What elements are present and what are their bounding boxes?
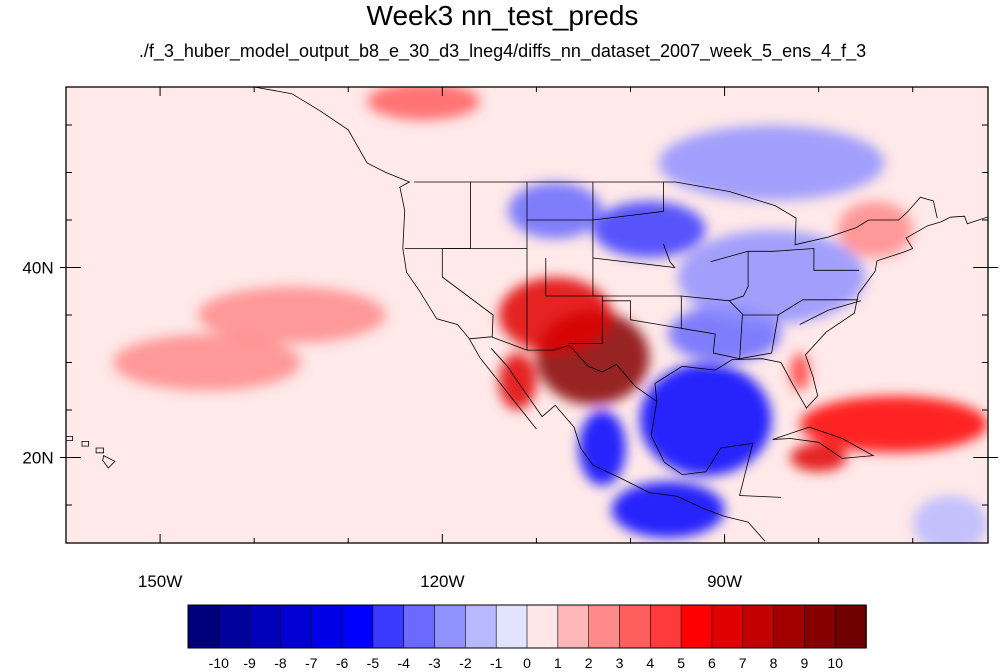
colorbar-label: 0 bbox=[523, 655, 531, 671]
colorbar-label: -7 bbox=[305, 655, 318, 671]
colorbar-swatch bbox=[280, 604, 313, 649]
colorbar-swatch bbox=[249, 604, 282, 649]
island-outline-0 bbox=[66, 436, 73, 441]
field-anomaly-17 bbox=[790, 353, 810, 391]
field-anomaly-12 bbox=[790, 443, 847, 472]
border-layer bbox=[66, 87, 988, 542]
colorbar-label: 7 bbox=[739, 655, 747, 671]
colorbar-label: -2 bbox=[459, 655, 472, 671]
colorbar-swatch bbox=[310, 604, 343, 649]
tick-layer bbox=[60, 87, 998, 543]
coastline-border-19 bbox=[799, 300, 862, 325]
coastline-border-16 bbox=[710, 248, 860, 271]
colorbar-label: -6 bbox=[336, 655, 349, 671]
field-anomaly-7 bbox=[592, 201, 706, 258]
coastline-border-6 bbox=[469, 336, 658, 402]
coastline-border-7 bbox=[254, 87, 411, 189]
colorbar-label: 4 bbox=[646, 655, 654, 671]
colorbar-swatch bbox=[526, 604, 559, 649]
colorbar-swatch bbox=[588, 604, 621, 649]
coastline-border-17 bbox=[681, 314, 779, 360]
coastline-border-3 bbox=[654, 221, 942, 409]
coastline-border-18 bbox=[739, 314, 743, 360]
coastline-border-15 bbox=[681, 295, 859, 316]
colorbar-label: 2 bbox=[585, 655, 593, 671]
field-anomaly-16 bbox=[113, 334, 302, 391]
lon-tick-label: 90W bbox=[707, 572, 742, 591]
colorbar-swatch bbox=[619, 604, 652, 649]
coastline-border-4 bbox=[940, 215, 988, 225]
colorbar-swatch bbox=[773, 604, 806, 649]
colorbar-swatch bbox=[804, 604, 836, 649]
field-anomaly-13 bbox=[837, 201, 913, 258]
coastline-border-13 bbox=[592, 243, 676, 269]
field-anomaly-4 bbox=[611, 481, 725, 538]
colorbar-label: 10 bbox=[827, 655, 843, 671]
colorbar-swatch bbox=[372, 604, 405, 649]
field-anomaly-14 bbox=[367, 87, 480, 121]
coastline-border-20 bbox=[729, 251, 749, 302]
colorbar-label: 1 bbox=[554, 655, 562, 671]
colorbar-swatch bbox=[187, 604, 220, 649]
colorbar-swatch bbox=[341, 604, 374, 649]
field-anomaly-18 bbox=[912, 495, 988, 543]
colorbar-label: -5 bbox=[367, 655, 380, 671]
colorbar-frame bbox=[187, 604, 867, 649]
lat-tick-label: 20N bbox=[22, 449, 53, 468]
colorbar-swatch bbox=[680, 604, 713, 649]
colorbar-swatch bbox=[495, 604, 528, 649]
colorbar-label: 6 bbox=[708, 655, 716, 671]
colorbar-swatch bbox=[403, 604, 436, 649]
island-outline-4 bbox=[772, 426, 875, 459]
lat-tick-label: 40N bbox=[22, 259, 53, 278]
coastline-border-8 bbox=[441, 182, 494, 337]
island-outline-3 bbox=[102, 455, 116, 469]
coastline-border-1 bbox=[490, 348, 766, 542]
field-anomaly-15 bbox=[197, 286, 386, 344]
coastline-border-2 bbox=[650, 401, 782, 498]
lon-tick-label: 120W bbox=[420, 572, 464, 591]
coastline-border-5 bbox=[414, 181, 938, 246]
field-anomaly-9 bbox=[677, 229, 866, 325]
colorbar-swatch bbox=[834, 604, 867, 649]
field-anomaly-10 bbox=[658, 125, 885, 201]
colorbar-label: -9 bbox=[243, 655, 256, 671]
colorbar-swatch bbox=[649, 604, 682, 649]
colorbar-swatch bbox=[557, 604, 590, 649]
colorbar-swatch bbox=[434, 604, 467, 649]
colorbar-label: -1 bbox=[490, 655, 503, 671]
colorbar-label: -8 bbox=[274, 655, 287, 671]
axis-label-layer: 150W 120W 90W 40N 20N bbox=[22, 259, 742, 592]
colorbar-label: -4 bbox=[397, 655, 410, 671]
colorbar-swatch bbox=[465, 604, 497, 649]
colorbar-swatch bbox=[711, 604, 744, 649]
island-outline-2 bbox=[95, 447, 104, 454]
colorbar-swatch bbox=[742, 604, 775, 649]
field-anomaly-3 bbox=[639, 363, 772, 476]
colorbar-label: 8 bbox=[770, 655, 778, 671]
colorbar-label: -10 bbox=[209, 655, 229, 671]
lon-tick-label: 150W bbox=[138, 572, 182, 591]
colorbar: -10 -9 -8 -7 -6 -5 -4 -3 -2 -1 0 1 2 3 4 5 6 7 8 9 10 bbox=[187, 604, 867, 671]
colorbar-label: 3 bbox=[616, 655, 624, 671]
coastline-border-0 bbox=[399, 187, 537, 430]
map-subtitle: ./f_3_huber_model_output_b8_e_30_d3_lneg… bbox=[138, 41, 867, 61]
colorbar-label: -3 bbox=[428, 655, 441, 671]
field-anomaly-5 bbox=[578, 410, 626, 486]
colorbar-label: 5 bbox=[677, 655, 685, 671]
colorbar-swatch bbox=[218, 604, 251, 649]
coastline-border-12 bbox=[527, 182, 664, 221]
field-anomaly-11 bbox=[799, 396, 988, 453]
map-title: Week3 nn_test_preds bbox=[366, 0, 639, 31]
island-outline-1 bbox=[81, 440, 89, 447]
field-anomaly-8 bbox=[508, 182, 603, 239]
colorbar-label: 9 bbox=[801, 655, 809, 671]
field-anomaly-1 bbox=[498, 277, 612, 353]
